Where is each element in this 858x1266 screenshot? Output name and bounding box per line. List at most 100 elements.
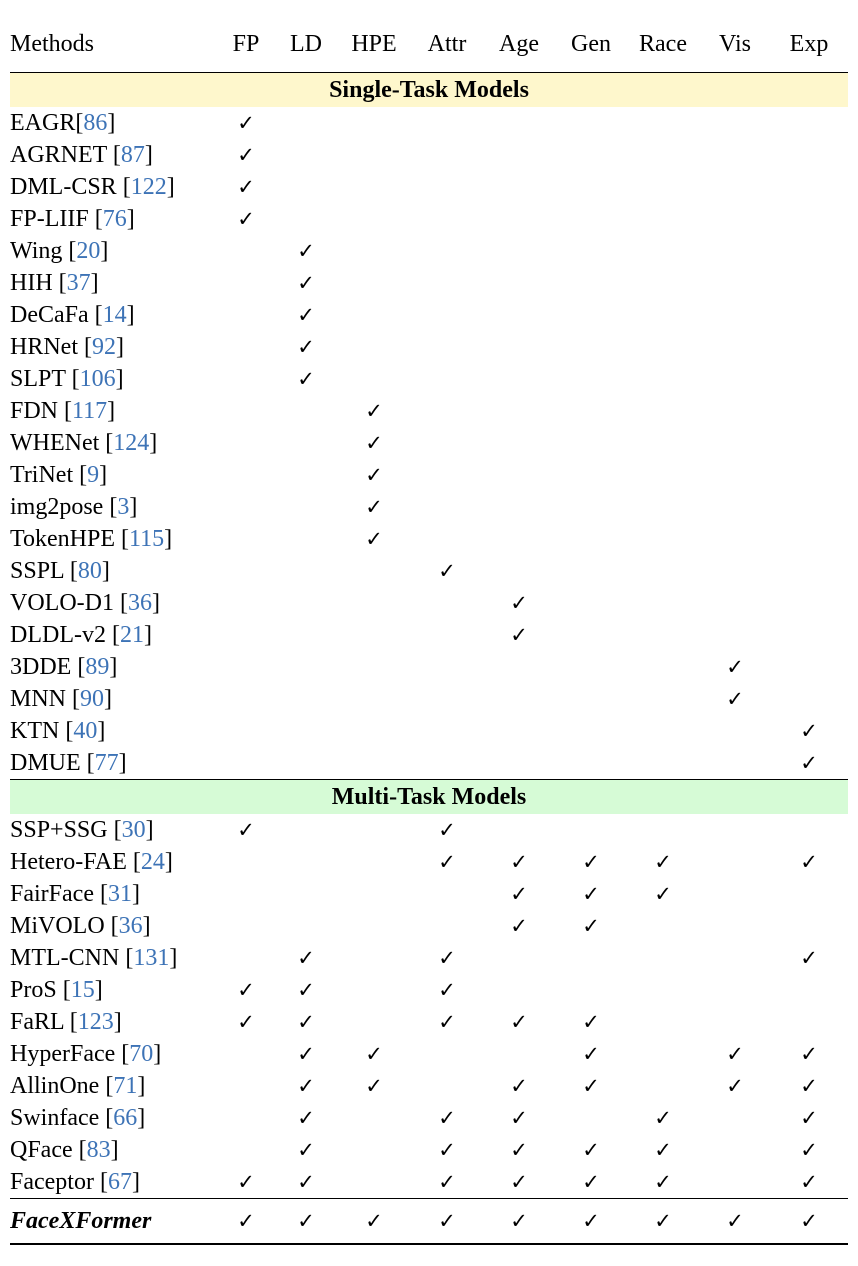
check-cell-exp	[770, 331, 848, 363]
check-cell-fp: ✓	[216, 171, 276, 203]
check-cell-age	[482, 747, 556, 780]
check-mark-icon: ✓	[800, 1106, 818, 1130]
check-cell-hpe	[336, 139, 412, 171]
check-cell-attr	[412, 459, 482, 491]
check-cell-fp	[216, 1134, 276, 1166]
check-cell-ld	[276, 171, 336, 203]
check-cell-race	[626, 683, 700, 715]
check-cell-age: ✓	[482, 1006, 556, 1038]
citation-link[interactable]: 86	[83, 110, 108, 136]
check-cell-fp	[216, 878, 276, 910]
check-cell-attr: ✓	[412, 1198, 482, 1245]
citation-link[interactable]: 9	[87, 462, 100, 488]
method-name-cell: SSPL [80]	[10, 558, 110, 584]
citation-link[interactable]: 76	[102, 206, 127, 232]
method-name-cell: HRNet [92]	[10, 334, 124, 360]
citation-link[interactable]: 30	[121, 817, 146, 843]
check-cell-ld	[276, 523, 336, 555]
column-header-methods: Methods	[10, 0, 216, 73]
citation-link[interactable]: 21	[119, 622, 144, 648]
check-cell-age: ✓	[482, 878, 556, 910]
check-cell-gen	[556, 267, 626, 299]
check-cell-race	[626, 587, 700, 619]
check-cell-fp	[216, 523, 276, 555]
citation-link[interactable]: 115	[128, 526, 165, 552]
citation-link[interactable]: 92	[92, 334, 116, 360]
check-cell-gen: ✓	[556, 910, 626, 942]
check-cell-age	[482, 1038, 556, 1070]
citation-link[interactable]: 67	[107, 1169, 132, 1195]
citation-link[interactable]: 24	[140, 849, 165, 875]
citation-link[interactable]: 89	[85, 654, 110, 680]
check-cell-age	[482, 555, 556, 587]
check-mark-icon: ✓	[237, 175, 255, 199]
check-mark-icon: ✓	[297, 1138, 315, 1162]
citation-link[interactable]: 40	[73, 718, 98, 744]
check-mark-icon: ✓	[438, 1010, 456, 1034]
check-cell-gen	[556, 203, 626, 235]
citation-link[interactable]: 3	[117, 494, 130, 520]
citation-link[interactable]: 77	[94, 750, 119, 776]
check-mark-icon: ✓	[510, 1209, 528, 1233]
citation-link[interactable]: 106	[79, 366, 116, 392]
citation-link[interactable]: 20	[76, 238, 101, 264]
check-cell-gen: ✓	[556, 878, 626, 910]
citation-link[interactable]: 90	[80, 686, 105, 712]
check-cell-vis	[700, 587, 770, 619]
check-cell-attr	[412, 171, 482, 203]
check-cell-ld: ✓	[276, 1038, 336, 1070]
citation-link[interactable]: 66	[113, 1105, 138, 1131]
citation-link[interactable]: 124	[113, 430, 150, 456]
method-name-cell: Faceptor [67]	[10, 1169, 140, 1195]
citation-link[interactable]: 36	[127, 590, 152, 616]
check-cell-gen	[556, 715, 626, 747]
method-name-cell: DeCaFa [14]	[10, 302, 135, 328]
check-cell-race	[626, 363, 700, 395]
check-cell-vis	[700, 235, 770, 267]
check-cell-race	[626, 267, 700, 299]
citation-link[interactable]: 131	[133, 945, 170, 971]
check-cell-gen	[556, 427, 626, 459]
column-header-hpe: HPE	[336, 0, 412, 73]
citation-link[interactable]: 122	[130, 174, 167, 200]
check-cell-ld: ✓	[276, 974, 336, 1006]
citation-link[interactable]: 14	[102, 302, 127, 328]
method-name-cell: DMUE [77]	[10, 750, 127, 776]
check-cell-fp	[216, 235, 276, 267]
check-cell-age: ✓	[482, 1134, 556, 1166]
check-cell-hpe	[336, 651, 412, 683]
check-cell-fp	[216, 363, 276, 395]
check-cell-exp: ✓	[770, 1070, 848, 1102]
citation-link[interactable]: 83	[86, 1137, 111, 1163]
citation-link[interactable]: 15	[70, 977, 95, 1003]
table-row: DLDL-v2 [21] ✓	[10, 619, 848, 651]
check-mark-icon: ✓	[582, 1209, 600, 1233]
check-cell-hpe	[336, 814, 412, 846]
check-cell-hpe: ✓	[336, 427, 412, 459]
citation-link[interactable]: 31	[107, 881, 132, 907]
citation-link[interactable]: 87	[120, 142, 145, 168]
citation-link[interactable]: 123	[77, 1009, 114, 1035]
citation-link[interactable]: 36	[118, 913, 143, 939]
citation-link[interactable]: 71	[113, 1073, 138, 1099]
citation-link[interactable]: 37	[66, 270, 91, 296]
citation-link[interactable]: 80	[77, 558, 102, 584]
check-mark-icon: ✓	[297, 1074, 315, 1098]
check-cell-vis	[700, 299, 770, 331]
check-mark-icon: ✓	[297, 303, 315, 327]
check-cell-fp	[216, 715, 276, 747]
check-cell-hpe	[336, 846, 412, 878]
citation-link[interactable]: 70	[129, 1041, 154, 1067]
method-name-cell: MiVOLO [36]	[10, 913, 151, 939]
check-cell-age: ✓	[482, 846, 556, 878]
check-cell-ld: ✓	[276, 363, 336, 395]
check-cell-hpe	[336, 683, 412, 715]
method-name-cell: DML-CSR [122]	[10, 174, 175, 200]
check-cell-vis: ✓	[700, 1038, 770, 1070]
check-mark-icon: ✓	[438, 850, 456, 874]
method-name-cell: AllinOne [71]	[10, 1073, 146, 1099]
check-cell-ld: ✓	[276, 1006, 336, 1038]
citation-link[interactable]: 117	[72, 398, 108, 424]
check-cell-vis	[700, 1166, 770, 1199]
method-name-cell: QFace [83]	[10, 1137, 119, 1163]
